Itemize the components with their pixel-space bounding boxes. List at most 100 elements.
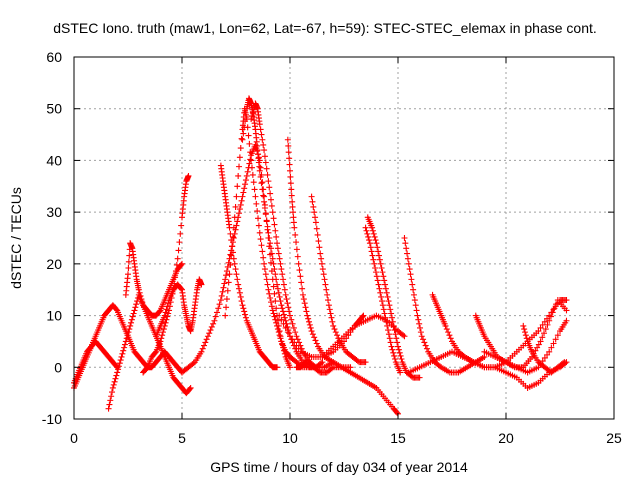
data-point xyxy=(366,237,373,244)
data-point xyxy=(299,291,306,298)
data-point xyxy=(539,334,546,341)
data-point xyxy=(285,142,292,149)
data-point xyxy=(372,237,379,244)
data-point xyxy=(322,281,329,288)
series-16 xyxy=(319,312,408,360)
data-point xyxy=(318,260,325,267)
data-point xyxy=(310,203,317,210)
data-point xyxy=(273,233,280,240)
data-point xyxy=(250,106,257,113)
data-point xyxy=(242,314,249,321)
data-point xyxy=(327,310,334,317)
data-point xyxy=(267,294,274,301)
data-point xyxy=(321,276,328,283)
data-point xyxy=(186,386,193,393)
data-point xyxy=(329,318,336,325)
data-point xyxy=(185,172,192,179)
data-point xyxy=(263,217,270,224)
data-point xyxy=(159,329,166,336)
data-point xyxy=(217,297,224,304)
data-point xyxy=(284,300,291,307)
data-point xyxy=(379,302,386,309)
data-point xyxy=(397,369,404,376)
data-point xyxy=(255,222,262,229)
data-point xyxy=(132,304,139,311)
data-point xyxy=(380,273,387,280)
data-point xyxy=(172,274,179,281)
data-point xyxy=(417,324,424,331)
data-point xyxy=(159,332,166,339)
series-10 xyxy=(239,95,326,371)
data-point xyxy=(261,266,268,273)
data-point xyxy=(230,255,237,262)
data-point xyxy=(123,335,130,342)
data-point xyxy=(259,179,266,186)
data-point xyxy=(521,326,528,333)
data-point xyxy=(259,136,266,143)
data-point xyxy=(176,239,183,246)
data-point xyxy=(535,364,542,371)
data-point xyxy=(236,210,243,217)
data-point xyxy=(179,260,185,267)
data-point xyxy=(266,184,273,191)
data-point xyxy=(240,189,247,196)
data-point xyxy=(363,227,370,234)
data-point xyxy=(373,240,380,247)
data-point xyxy=(385,327,392,334)
data-point xyxy=(313,340,320,347)
data-point xyxy=(370,230,377,237)
data-point xyxy=(408,373,415,380)
data-point xyxy=(137,292,144,299)
data-point xyxy=(133,301,140,308)
data-point xyxy=(290,209,297,216)
data-point xyxy=(125,264,132,271)
data-point xyxy=(304,312,311,319)
data-point xyxy=(541,318,548,325)
data-point xyxy=(229,243,236,250)
data-point xyxy=(237,293,244,300)
series-12 xyxy=(284,136,354,371)
data-point xyxy=(267,245,274,252)
data-point xyxy=(237,201,244,208)
data-point xyxy=(271,266,278,273)
series-8 xyxy=(217,162,281,371)
data-point xyxy=(282,317,289,324)
data-point xyxy=(165,310,172,317)
data-point xyxy=(265,178,272,185)
data-point xyxy=(379,269,386,276)
data-point xyxy=(360,312,367,319)
data-point xyxy=(114,369,121,376)
data-point xyxy=(417,329,424,336)
data-point xyxy=(388,310,395,317)
data-point xyxy=(546,348,553,355)
data-point xyxy=(267,190,274,197)
data-point xyxy=(395,343,401,350)
data-point xyxy=(291,224,298,231)
data-point xyxy=(258,131,265,138)
data-point xyxy=(386,335,393,342)
data-point xyxy=(377,260,384,267)
series-2 xyxy=(71,338,121,386)
data-point xyxy=(198,281,205,288)
data-point xyxy=(107,397,114,404)
data-point xyxy=(257,236,264,243)
data-point xyxy=(292,231,299,238)
data-point xyxy=(240,130,247,137)
data-point xyxy=(220,284,227,291)
data-point xyxy=(274,322,281,329)
data-point xyxy=(554,332,561,339)
data-point xyxy=(347,364,354,371)
data-point xyxy=(385,331,392,338)
data-point xyxy=(287,312,293,319)
x-tick-label: 15 xyxy=(390,430,406,446)
data-point xyxy=(242,177,249,184)
data-point xyxy=(136,289,143,296)
data-point xyxy=(262,271,269,278)
data-point xyxy=(229,249,236,256)
data-point xyxy=(375,252,382,259)
data-point xyxy=(222,312,229,319)
data-point xyxy=(281,286,288,293)
data-point xyxy=(267,259,274,266)
data-point xyxy=(238,197,245,204)
data-point xyxy=(221,280,228,287)
